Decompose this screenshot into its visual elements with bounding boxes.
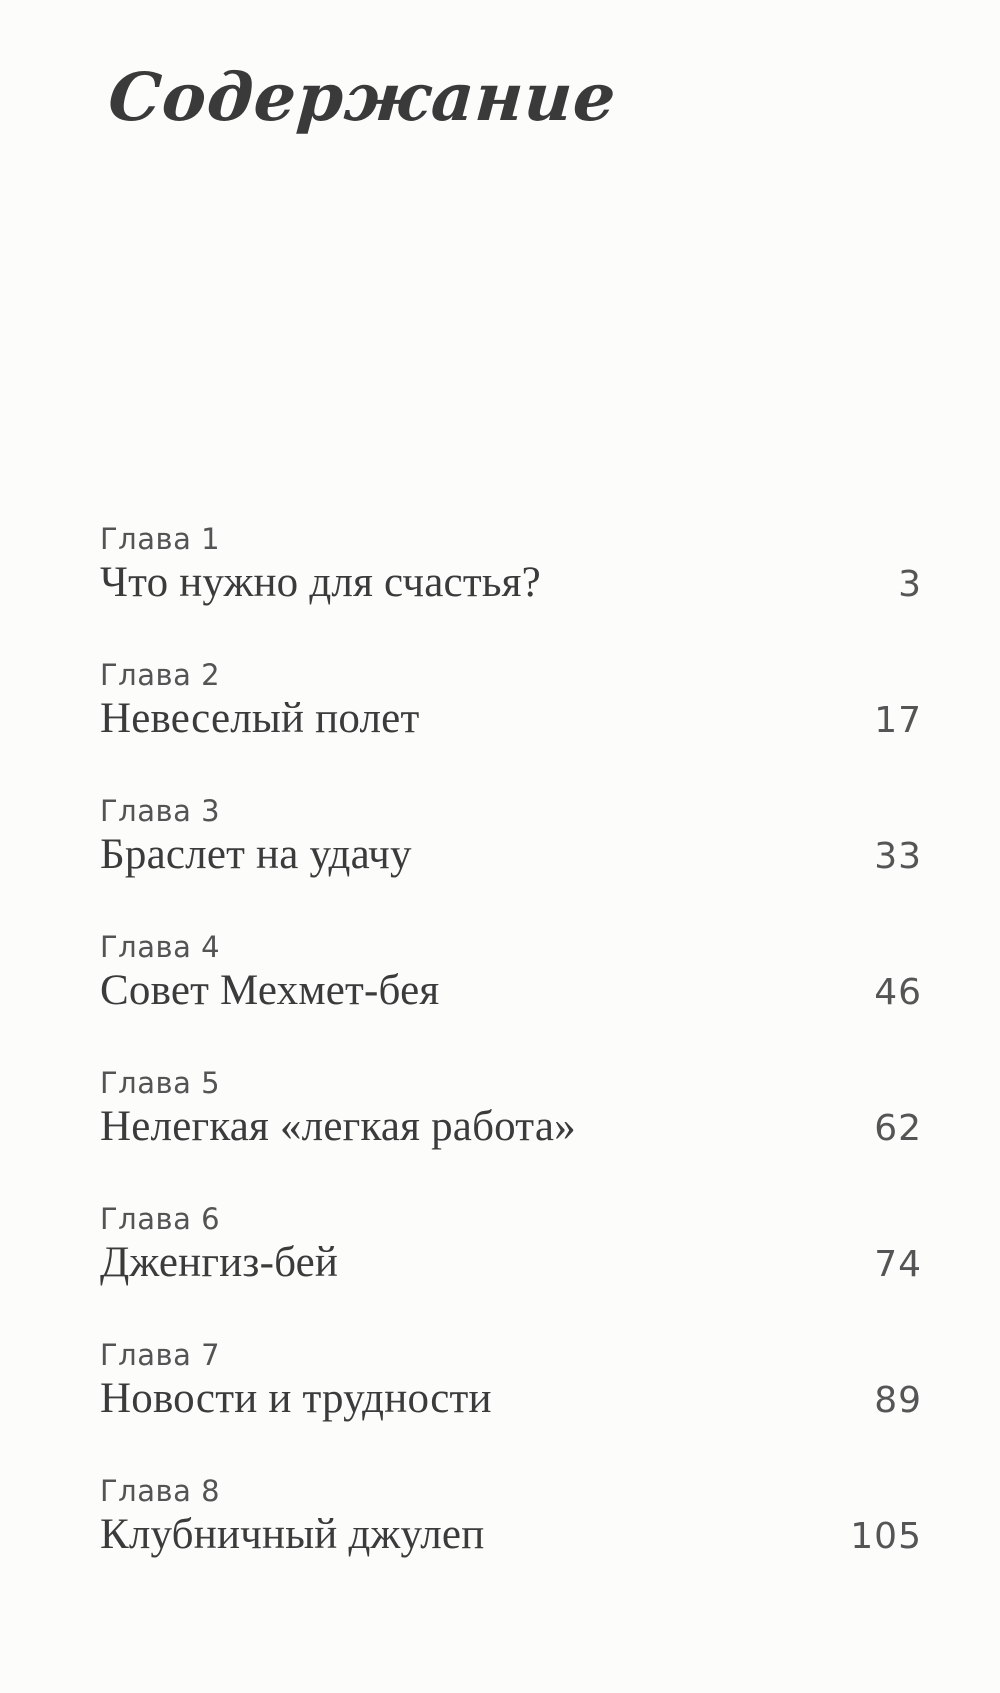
chapter-title: Дженгиз-бей: [100, 1239, 339, 1286]
chapter-label: Глава 3: [100, 794, 221, 828]
toc-entry-row: Дженгиз-бей 74: [100, 1237, 922, 1291]
page-number: 74: [874, 1244, 922, 1285]
chapter-label: Глава 7: [100, 1338, 221, 1372]
page-number: 46: [874, 972, 922, 1013]
page-number: 62: [874, 1108, 922, 1149]
page-number: 17: [874, 700, 922, 741]
page-number: 89: [874, 1380, 922, 1421]
page-number: 33: [874, 836, 922, 877]
page-number: 3: [898, 564, 922, 605]
toc-entry: Глава 2 Невеселый полет 17: [100, 657, 922, 747]
chapter-title: Браслет на удачу: [100, 831, 412, 878]
toc-entry-row: Невеселый полет 17: [100, 693, 922, 747]
chapter-title: Что нужно для счастья?: [100, 559, 541, 606]
chapter-title: Совет Мехмет-бея: [100, 967, 440, 1014]
toc-entry: Глава 7 Новости и трудности 89: [100, 1337, 922, 1427]
table-of-contents: Глава 1 Что нужно для счастья? 3 Глава 2…: [100, 521, 922, 1609]
toc-entry-row: Новости и трудности 89: [100, 1373, 922, 1427]
page-number: 105: [850, 1516, 922, 1557]
toc-entry: Глава 6 Дженгиз-бей 74: [100, 1201, 922, 1291]
chapter-label: Глава 6: [100, 1202, 221, 1236]
chapter-label: Глава 1: [100, 522, 221, 556]
toc-entry: Глава 5 Нелегкая «легкая работа» 62: [100, 1065, 922, 1155]
page-title: Содержание: [106, 58, 620, 136]
toc-entry: Глава 1 Что нужно для счастья? 3: [100, 521, 922, 611]
toc-entry-row: Что нужно для счастья? 3: [100, 557, 922, 611]
toc-entry: Глава 4 Совет Мехмет-бея 46: [100, 929, 922, 1019]
chapter-title: Клубничный джулеп: [100, 1511, 485, 1558]
toc-entry: Глава 3 Браслет на удачу 33: [100, 793, 922, 883]
toc-entry-row: Нелегкая «легкая работа» 62: [100, 1101, 922, 1155]
toc-entry: Глава 8 Клубничный джулеп 105: [100, 1473, 922, 1563]
chapter-title: Нелегкая «легкая работа»: [100, 1103, 576, 1150]
toc-entry-row: Браслет на удачу 33: [100, 829, 922, 883]
toc-entry-row: Совет Мехмет-бея 46: [100, 965, 922, 1019]
chapter-title: Новости и трудности: [100, 1375, 492, 1422]
chapter-label: Глава 5: [100, 1066, 221, 1100]
chapter-label: Глава 8: [100, 1474, 221, 1508]
chapter-label: Глава 2: [100, 658, 221, 692]
toc-entry-row: Клубничный джулеп 105: [100, 1509, 922, 1563]
chapter-title: Невеселый полет: [100, 695, 420, 742]
chapter-label: Глава 4: [100, 930, 221, 964]
